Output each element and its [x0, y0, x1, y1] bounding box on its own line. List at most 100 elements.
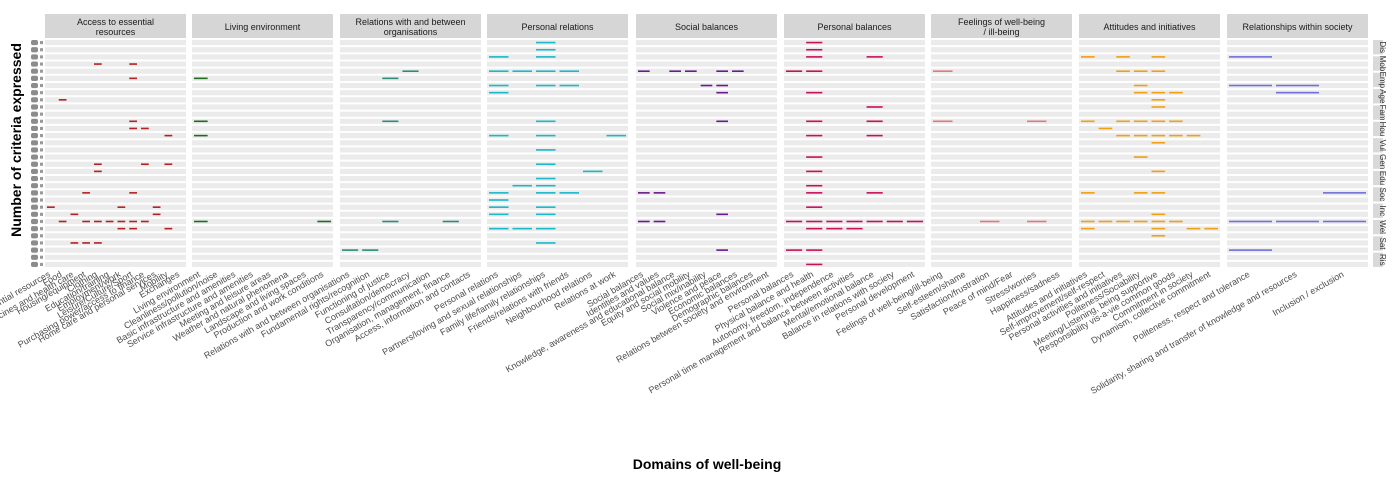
facet-title: resources: [96, 27, 136, 37]
data-mark: [317, 220, 331, 223]
data-mark: [536, 163, 556, 166]
right-strip-label: Dis: [1378, 41, 1387, 53]
data-mark: [559, 70, 579, 73]
y-row-marker: [40, 119, 43, 123]
data-mark: [141, 220, 149, 223]
facet-title: organisations: [384, 27, 438, 37]
data-mark: [58, 99, 67, 101]
y-row-tab: [31, 97, 38, 103]
data-mark: [362, 249, 379, 251]
data-mark: [129, 63, 137, 65]
data-mark: [1133, 70, 1148, 73]
data-mark: [1186, 227, 1201, 230]
y-row-marker: [40, 126, 43, 131]
data-mark: [1081, 192, 1095, 194]
data-mark: [906, 220, 923, 223]
data-mark: [806, 91, 823, 94]
data-mark: [1151, 91, 1166, 94]
data-mark: [1151, 227, 1166, 230]
data-mark: [94, 242, 102, 244]
y-row-marker: [40, 198, 43, 202]
data-mark: [826, 227, 843, 230]
y-row-tab: [31, 82, 38, 89]
data-mark: [1151, 141, 1166, 144]
y-row-marker: [40, 76, 43, 80]
data-mark: [1151, 192, 1166, 194]
right-strip-tab: [1373, 121, 1383, 137]
data-mark: [129, 220, 137, 223]
y-row-tab: [31, 118, 38, 124]
y-row-tab: [31, 254, 38, 260]
data-mark: [866, 106, 883, 108]
right-strip-tab: [1373, 170, 1383, 186]
y-row-marker: [40, 134, 43, 138]
data-mark: [606, 134, 626, 137]
data-mark: [82, 242, 90, 244]
data-mark: [1098, 220, 1113, 223]
y-row-marker: [40, 105, 43, 109]
data-mark: [536, 213, 556, 216]
data-mark: [1151, 213, 1166, 216]
y-row-tab: [31, 261, 38, 267]
data-mark: [117, 206, 126, 208]
right-strip-tab: [1373, 138, 1383, 153]
right-strip-label: Fam: [1378, 105, 1387, 121]
facet-title: Personal balances: [817, 22, 892, 32]
data-mark: [1323, 220, 1366, 223]
y-row-marker: [40, 162, 43, 166]
y-row-tab: [31, 40, 38, 46]
y-row-marker: [40, 112, 43, 116]
data-mark: [1276, 84, 1319, 87]
y-row-marker: [40, 184, 43, 188]
data-mark: [806, 249, 823, 251]
data-mark: [866, 134, 883, 137]
data-mark: [47, 206, 55, 208]
data-mark: [638, 70, 650, 73]
right-strip-label: Mob: [1378, 56, 1387, 72]
data-mark: [1027, 220, 1047, 223]
data-mark: [1276, 220, 1319, 223]
data-mark: [70, 213, 79, 216]
data-mark: [536, 48, 556, 51]
y-row-tab: [31, 133, 38, 139]
y-row-tab: [31, 47, 38, 53]
facet-strip: [487, 14, 628, 39]
data-mark: [536, 206, 556, 208]
data-mark: [82, 220, 90, 223]
data-mark: [1027, 120, 1047, 123]
facet-strip: [1227, 14, 1368, 39]
data-mark: [152, 213, 161, 216]
data-mark: [129, 127, 137, 130]
facet-title: Access to essential: [77, 17, 154, 27]
data-mark: [512, 70, 532, 73]
data-mark: [489, 199, 509, 201]
facet-strip: [1079, 14, 1220, 39]
data-mark: [442, 220, 459, 223]
right-strip-tab: [1373, 252, 1383, 267]
facet-title: Social balances: [675, 22, 739, 32]
data-mark: [806, 227, 823, 230]
y-row-tab: [31, 161, 38, 167]
data-mark: [536, 56, 556, 58]
facet-panel: Relationships within society: [1227, 14, 1368, 269]
data-mark: [1151, 170, 1166, 173]
facet-panel: Personal relations: [487, 14, 628, 269]
data-mark: [1151, 134, 1166, 137]
data-mark: [1133, 220, 1148, 223]
data-mark: [129, 192, 137, 194]
data-mark: [866, 56, 883, 58]
y-row-marker: [40, 48, 43, 52]
data-mark: [806, 56, 823, 58]
y-row-tab: [31, 183, 38, 189]
y-row-marker: [40, 155, 43, 159]
data-mark: [980, 220, 1000, 223]
data-mark: [489, 213, 509, 216]
data-mark: [1151, 120, 1166, 123]
data-mark: [1133, 120, 1148, 123]
data-mark: [129, 227, 137, 230]
data-mark: [846, 227, 863, 230]
data-mark: [536, 70, 556, 73]
y-row-tab: [31, 204, 38, 210]
